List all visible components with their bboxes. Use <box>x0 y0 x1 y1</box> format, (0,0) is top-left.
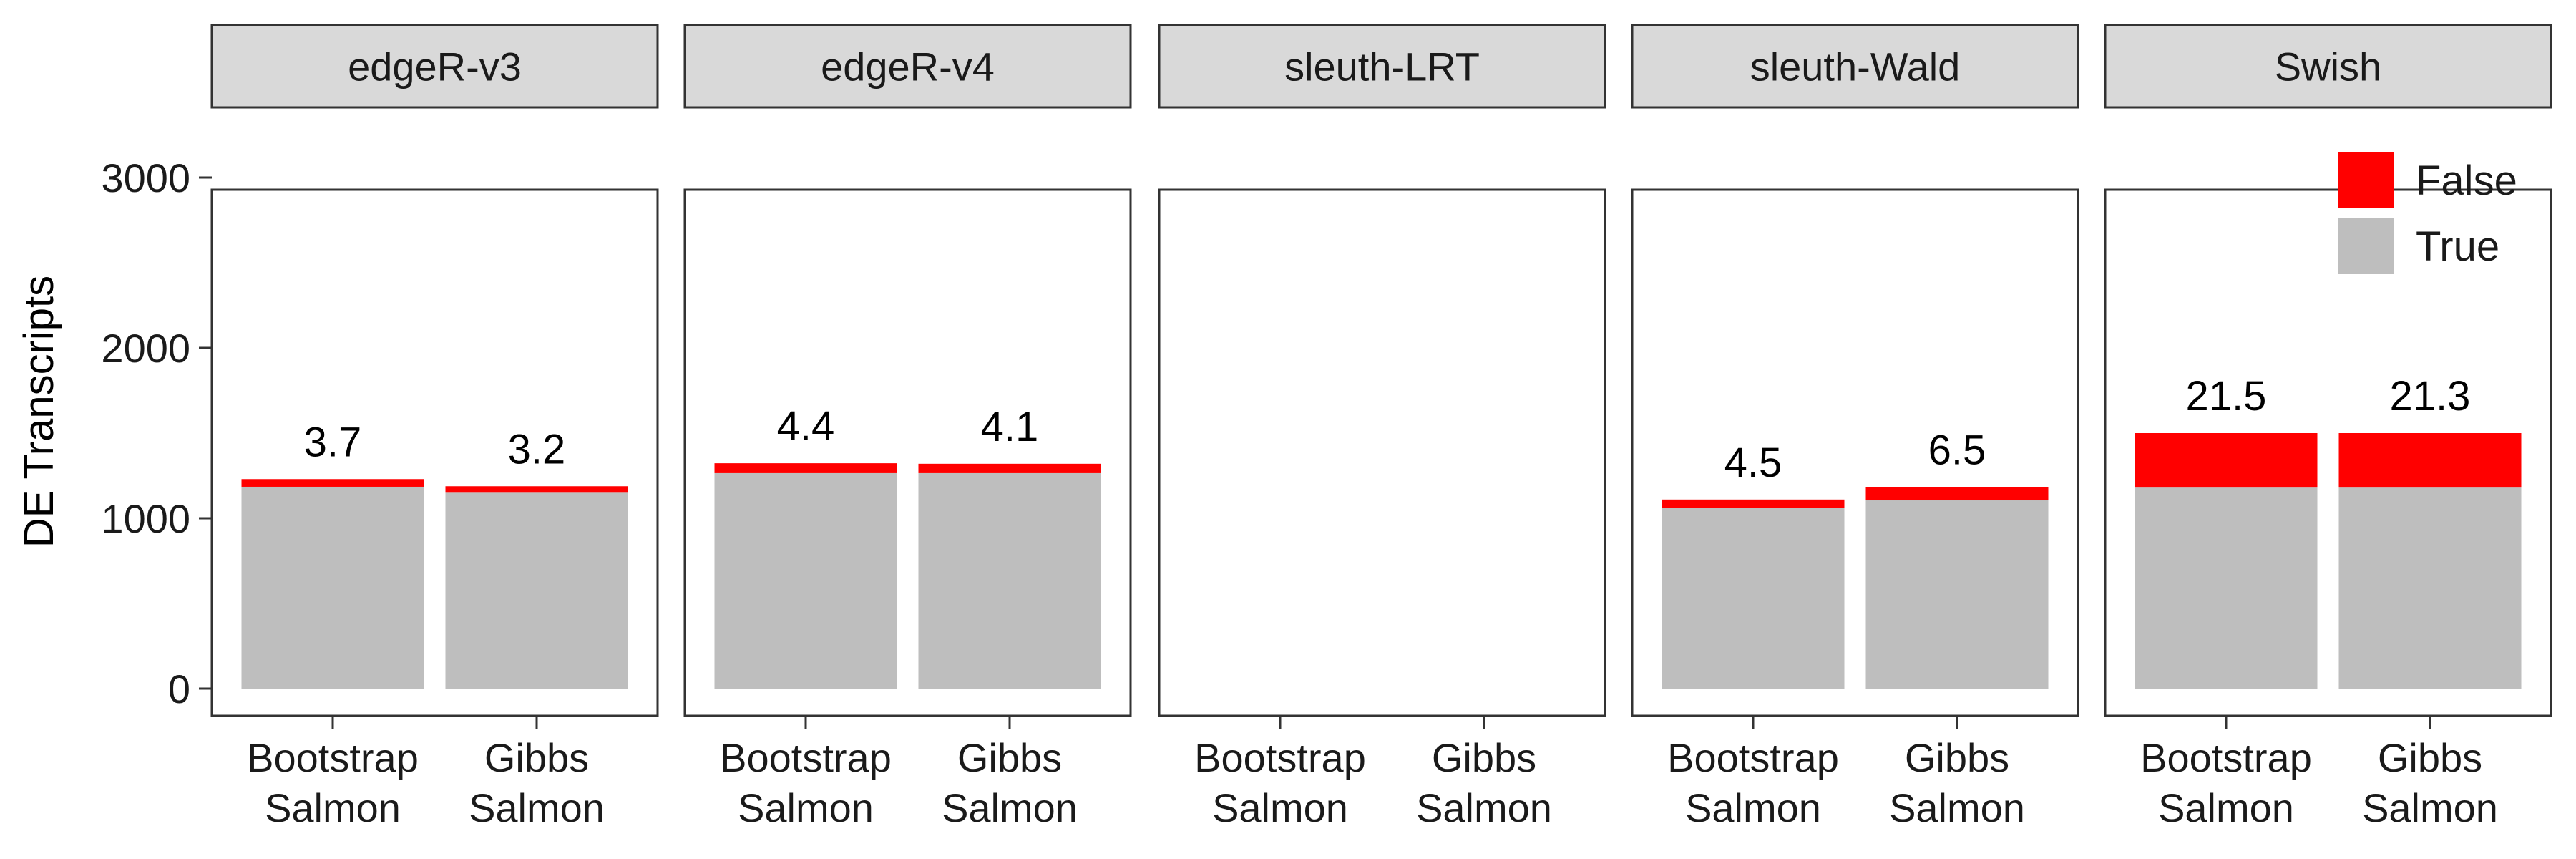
legend: False True <box>2338 152 2517 274</box>
bar-value-label: 3.7 <box>304 419 362 465</box>
bar-false-segment <box>241 479 424 487</box>
facet-panel: edgeR-v4 Bootstrap Salmon Gibbs Salmon 4.4 4.1 <box>683 24 1132 830</box>
bar-true-segment <box>1865 500 2049 689</box>
facet-title: sleuth-Wald <box>1750 44 1961 89</box>
bar-true-segment <box>714 472 897 689</box>
bar-false-segment <box>1865 487 2049 501</box>
facet-panel: sleuth-LRT Bootstrap Salmon Gibbs Salmon <box>1158 24 1606 830</box>
x-tick-label: Bootstrap Salmon <box>2140 735 2312 830</box>
facet-strip <box>210 24 659 109</box>
bar-value-label: 21.3 <box>2390 373 2471 419</box>
x-tick-label: Bootstrap Salmon <box>247 735 419 830</box>
facet-strip <box>1631 24 2079 109</box>
bar-false-segment <box>2338 433 2522 488</box>
y-axis: 0 1000 2000 3000 <box>101 155 212 712</box>
bar-value-label: 21.5 <box>2186 373 2267 419</box>
x-tick-label: Bootstrap Salmon <box>1194 735 1366 830</box>
y-tick-label: 3000 <box>101 155 190 200</box>
facet-panel: sleuth-Wald Bootstrap Salmon Gibbs Salmon 4.5… <box>1631 24 2079 830</box>
bar-true-segment <box>918 472 1101 689</box>
facet-title: sleuth-LRT <box>1284 44 1480 89</box>
legend-label: True <box>2416 223 2499 270</box>
x-tick-label: Bootstrap Salmon <box>720 735 892 830</box>
bar-true-segment <box>445 492 628 689</box>
bar-true-segment <box>1662 508 1845 689</box>
facet-strip <box>1158 24 1606 109</box>
facet-panels: edgeR-v3 Bootstrap Salmon Gibbs Salmon 3.7 3.2… <box>210 24 2552 830</box>
y-tick-label: 2000 <box>101 326 190 371</box>
x-tick-label: Gibbs Salmon <box>2362 735 2498 830</box>
bar-value-label: 4.1 <box>981 404 1039 450</box>
bar-true-segment <box>241 486 424 689</box>
x-tick-label: Gibbs Salmon <box>469 735 605 830</box>
legend-swatch <box>2338 218 2394 274</box>
legend-label: False <box>2416 157 2517 204</box>
bar-true-segment <box>2135 487 2318 689</box>
facet-panel: edgeR-v3 Bootstrap Salmon Gibbs Salmon 3.7 3.2 <box>210 24 659 830</box>
bar-false-segment <box>714 463 897 473</box>
x-tick-label: Gibbs Salmon <box>942 735 1078 830</box>
facet-strip <box>2104 24 2552 109</box>
bar-false-segment <box>918 463 1101 473</box>
bar-value-label: 6.5 <box>1928 427 1986 474</box>
bar-false-segment <box>2135 433 2318 488</box>
bar-true-segment <box>2338 487 2522 689</box>
facet-title: edgeR-v3 <box>348 44 522 89</box>
bar-false-segment <box>1662 499 1845 508</box>
plot-area <box>1158 188 1606 717</box>
bar-value-label: 4.5 <box>1724 440 1782 486</box>
facet-strip <box>683 24 1132 109</box>
y-axis-title: DE Transcripts <box>16 276 62 548</box>
y-tick-label: 1000 <box>101 496 190 541</box>
bar-value-label: 3.2 <box>508 426 566 472</box>
facet-title: edgeR-v4 <box>821 44 995 89</box>
x-tick-label: Bootstrap Salmon <box>1667 735 1839 830</box>
x-tick-label: Gibbs Salmon <box>1416 735 1552 830</box>
bar-false-segment <box>445 486 628 493</box>
legend-swatch <box>2338 152 2394 208</box>
x-tick-label: Gibbs Salmon <box>1889 735 2025 830</box>
facet-panel: Swish Bootstrap Salmon Gibbs Salmon 21.5 21.3 <box>2104 24 2552 830</box>
y-tick-label: 0 <box>168 666 190 712</box>
facet-title: Swish <box>2275 44 2381 89</box>
bar-value-label: 4.4 <box>777 403 835 450</box>
